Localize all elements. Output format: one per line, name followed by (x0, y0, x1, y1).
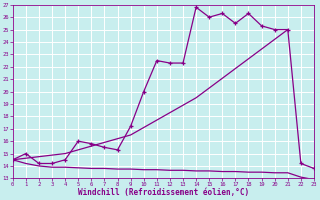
X-axis label: Windchill (Refroidissement éolien,°C): Windchill (Refroidissement éolien,°C) (78, 188, 249, 197)
